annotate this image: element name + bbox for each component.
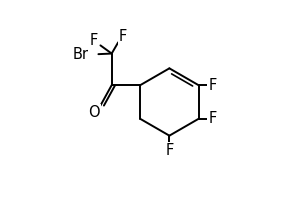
Text: F: F [119,29,127,44]
Text: F: F [208,78,217,93]
Text: F: F [165,143,173,159]
Text: Br: Br [72,47,88,62]
Text: F: F [89,33,98,48]
Text: O: O [88,105,100,120]
Text: F: F [208,111,217,126]
